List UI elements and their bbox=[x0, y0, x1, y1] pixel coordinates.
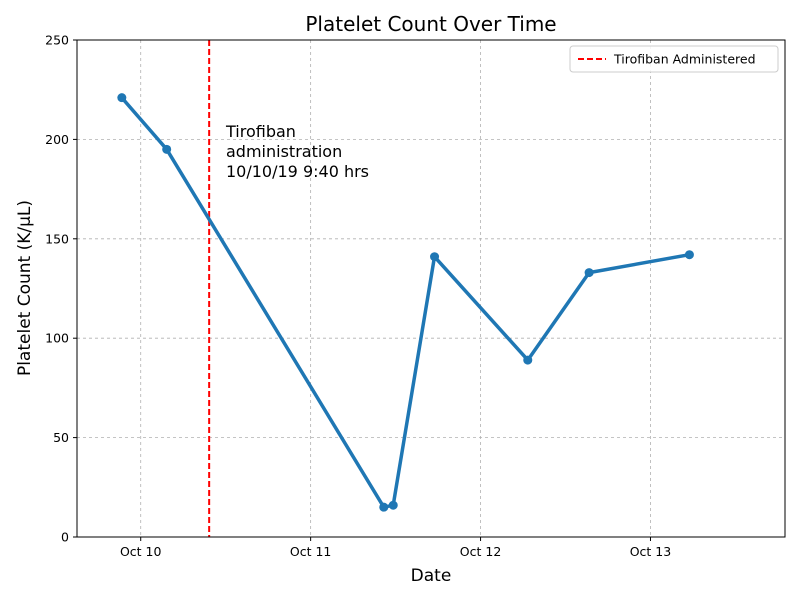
y-tick-label: 50 bbox=[53, 430, 69, 445]
grid-layer bbox=[77, 40, 785, 537]
data-point bbox=[430, 252, 440, 262]
chart-title: Platelet Count Over Time bbox=[305, 12, 556, 36]
tick-layer: 0 50 100 150 200 250 Oct 10 Oct 11 Oct 12 Oct 13 bbox=[45, 33, 671, 560]
data-point bbox=[117, 93, 127, 103]
plot-frame bbox=[76, 39, 786, 538]
y-tick-label: 200 bbox=[45, 132, 69, 147]
legend: Tirofiban Administered bbox=[569, 45, 779, 73]
x-axis-label: Date bbox=[411, 566, 452, 586]
legend-vline-label: Tirofiban Administered bbox=[613, 52, 756, 67]
data-point bbox=[388, 500, 398, 510]
y-tick-label: 0 bbox=[61, 530, 69, 545]
data-point bbox=[684, 250, 694, 260]
y-tick-label: 100 bbox=[45, 331, 69, 346]
series-line bbox=[120, 96, 690, 509]
data-point bbox=[379, 502, 389, 512]
y-tick-label: 250 bbox=[45, 33, 69, 48]
x-tick-label: Oct 11 bbox=[290, 544, 332, 559]
x-tick-label: Oct 12 bbox=[460, 544, 502, 559]
data-point bbox=[162, 144, 172, 154]
annotation-line-3: 10/10/19 9:40 hrs bbox=[226, 162, 369, 181]
y-tick-label: 150 bbox=[45, 231, 69, 246]
annotation-line-2: administration bbox=[226, 142, 342, 161]
annotation-text: Tirofiban administration 10/10/19 9:40 h… bbox=[225, 122, 369, 181]
annotation-line-1: Tirofiban bbox=[225, 122, 296, 141]
x-tick-label: Oct 13 bbox=[630, 544, 672, 559]
data-point bbox=[584, 268, 594, 278]
x-tick-label: Oct 10 bbox=[120, 544, 162, 559]
legend-box bbox=[569, 45, 779, 73]
y-axis-label: Platelet Count (K/μL) bbox=[15, 200, 35, 376]
series-layer bbox=[117, 93, 694, 512]
data-point bbox=[523, 355, 533, 365]
plot-area bbox=[77, 40, 785, 537]
